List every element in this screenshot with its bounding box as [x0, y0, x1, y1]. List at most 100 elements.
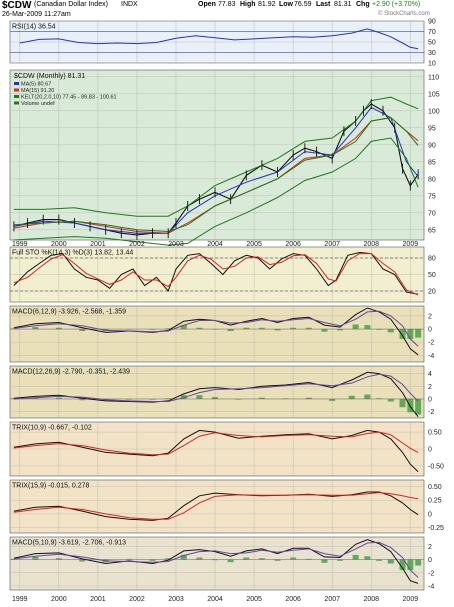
macd2-background	[9, 365, 425, 419]
sto-ytick-label: 80	[428, 256, 436, 263]
trix1-ytick-label: 0.50	[428, 430, 442, 437]
xtick-label-bottom: 2000	[51, 596, 67, 603]
macd1-histogram-bar	[415, 329, 422, 338]
rsi-ytick-label: 70	[428, 29, 436, 36]
macd3-histogram-bar	[274, 559, 281, 561]
macd2-histogram-bar	[364, 394, 371, 399]
xtick-label-top: 2004	[207, 241, 223, 248]
macd3-histogram-bar	[149, 559, 156, 561]
rsi-ytick-label: 90	[428, 19, 436, 26]
macd1-histogram-bar	[165, 328, 172, 330]
macd3-histogram-bar	[407, 559, 414, 571]
xtick-label-bottom: 1999	[12, 596, 28, 603]
macd1-histogram-bar	[407, 329, 414, 339]
macd2-histogram-bar	[32, 397, 39, 399]
macd3-histogram-bar	[55, 558, 62, 560]
price-series-line-1	[13, 106, 419, 234]
xtick-label-bottom: 2004	[207, 596, 223, 603]
xtick-label-bottom: 2002	[129, 596, 145, 603]
watermark: © StockCharts.com	[378, 11, 430, 17]
date-label: 26-Mar-2009 11:27am	[2, 11, 71, 18]
trix2-ytick-label: 0.25	[428, 498, 442, 505]
price-legend-entry: KELT(20,2.0,10) 77.45 - 89.83 - 100.61	[21, 95, 117, 101]
macd3-series-line-1	[13, 541, 419, 578]
macd1-series-line-1	[13, 310, 419, 347]
high-label: High	[240, 1, 256, 8]
macd2-title: MACD(12,26,9) -2.790, -0.351, -2.439	[12, 369, 130, 376]
xtick-label-bottom: 2008	[363, 596, 379, 603]
macd3-histogram-bar	[165, 558, 172, 560]
xtick-label-bottom: 2009	[403, 596, 419, 603]
macd2-histogram-bar	[305, 397, 312, 399]
macd3-histogram-bar	[337, 559, 344, 561]
price-series-line-4	[13, 117, 419, 233]
macd2-histogram-bar	[149, 398, 156, 400]
sto-ytick-label: 20	[428, 289, 436, 296]
macd1-histogram-bar	[364, 325, 371, 330]
macd2-histogram-bar	[180, 395, 187, 399]
price-background	[9, 69, 425, 241]
macd3-histogram-bar	[10, 558, 17, 560]
price-ytick-label: 85	[428, 159, 436, 166]
macd1-histogram-bar	[149, 329, 156, 330]
macd1-histogram-bar	[399, 329, 406, 339]
xtick-label-top: 2008	[363, 241, 379, 248]
last-value: 81.31	[334, 1, 352, 8]
rsi-ytick-label: 10	[428, 61, 436, 68]
xtick-label-bottom: 2003	[168, 596, 184, 603]
xtick-label-top: 2003	[168, 241, 184, 248]
macd3-histogram-bar	[364, 556, 371, 560]
price-ytick-label: 105	[428, 91, 440, 98]
price-ytick-label: 90	[428, 142, 436, 149]
chg-label: Chg	[356, 1, 370, 8]
low-label: Low	[279, 1, 293, 8]
macd2-histogram-bar	[126, 398, 133, 400]
sto-series-line-1	[13, 253, 419, 296]
macd1-ytick-label: -2	[428, 340, 434, 347]
macd1-histogram-bar	[227, 329, 234, 332]
macd3-histogram-bar	[290, 557, 297, 560]
price-legend-entry: MA(5) 80.67	[21, 82, 51, 88]
macd1-histogram-bar	[290, 327, 297, 330]
rsi-ytick-label: 50	[428, 40, 436, 47]
macd2-ytick-label: 4	[428, 371, 432, 378]
price-legend-entry: MA(15) 91.20	[21, 88, 54, 94]
high-value: 81.92	[258, 1, 276, 8]
symbol-label: $CDW	[2, 0, 32, 11]
macd3-background	[9, 536, 425, 591]
macd2-ytick-label: 0	[428, 396, 432, 403]
xtick-label-top: 2009	[403, 241, 419, 248]
macd1-ytick-label: 2	[428, 313, 432, 320]
trix1-ytick-label: -0.50	[428, 463, 444, 470]
trix1-series-line-0	[13, 429, 419, 472]
macd2-histogram-bar	[399, 398, 406, 408]
xtick-label-bottom: 2001	[90, 596, 106, 603]
macd1-histogram-bar	[376, 329, 383, 330]
macd1-ytick-label: -4	[428, 353, 434, 360]
trix2-title: TRIX(15,9) -0.015, 0.278	[12, 483, 90, 490]
macd2-histogram-bar	[165, 398, 172, 399]
sto-panel	[9, 246, 425, 303]
macd2-ytick-label: 2	[428, 384, 432, 391]
macd1-histogram-bar	[55, 327, 62, 330]
price-ytick-label: 100	[428, 108, 440, 115]
macd2-histogram-bar	[79, 398, 86, 401]
macd2-histogram-bar	[348, 395, 355, 399]
rsi-title: RSI(14) 36.54	[12, 24, 56, 31]
macd1-histogram-bar	[321, 329, 328, 332]
trix1-series-line-1	[13, 431, 419, 456]
macd1-histogram-bar	[10, 328, 17, 330]
price-ytick-label: 65	[428, 227, 436, 234]
macd3-series-line-0	[13, 539, 419, 584]
symbol-name: (Canadian Dollar Index)	[34, 1, 108, 8]
trix2-ytick-label: 0	[428, 511, 432, 518]
trix1-title: TRIX(10,9) -0.667, -0.102	[12, 425, 92, 432]
xtick-label-top: 2001	[90, 241, 106, 248]
macd1-histogram-bar	[79, 329, 86, 332]
macd3-histogram-bar	[212, 559, 219, 561]
price-ytick-label: 95	[428, 125, 436, 132]
macd1-title: MACD(6,12,9) -3.926, -2.568, -1.359	[12, 309, 126, 316]
low-value: 76.59	[294, 1, 312, 8]
macd2-histogram-bar	[258, 397, 265, 399]
